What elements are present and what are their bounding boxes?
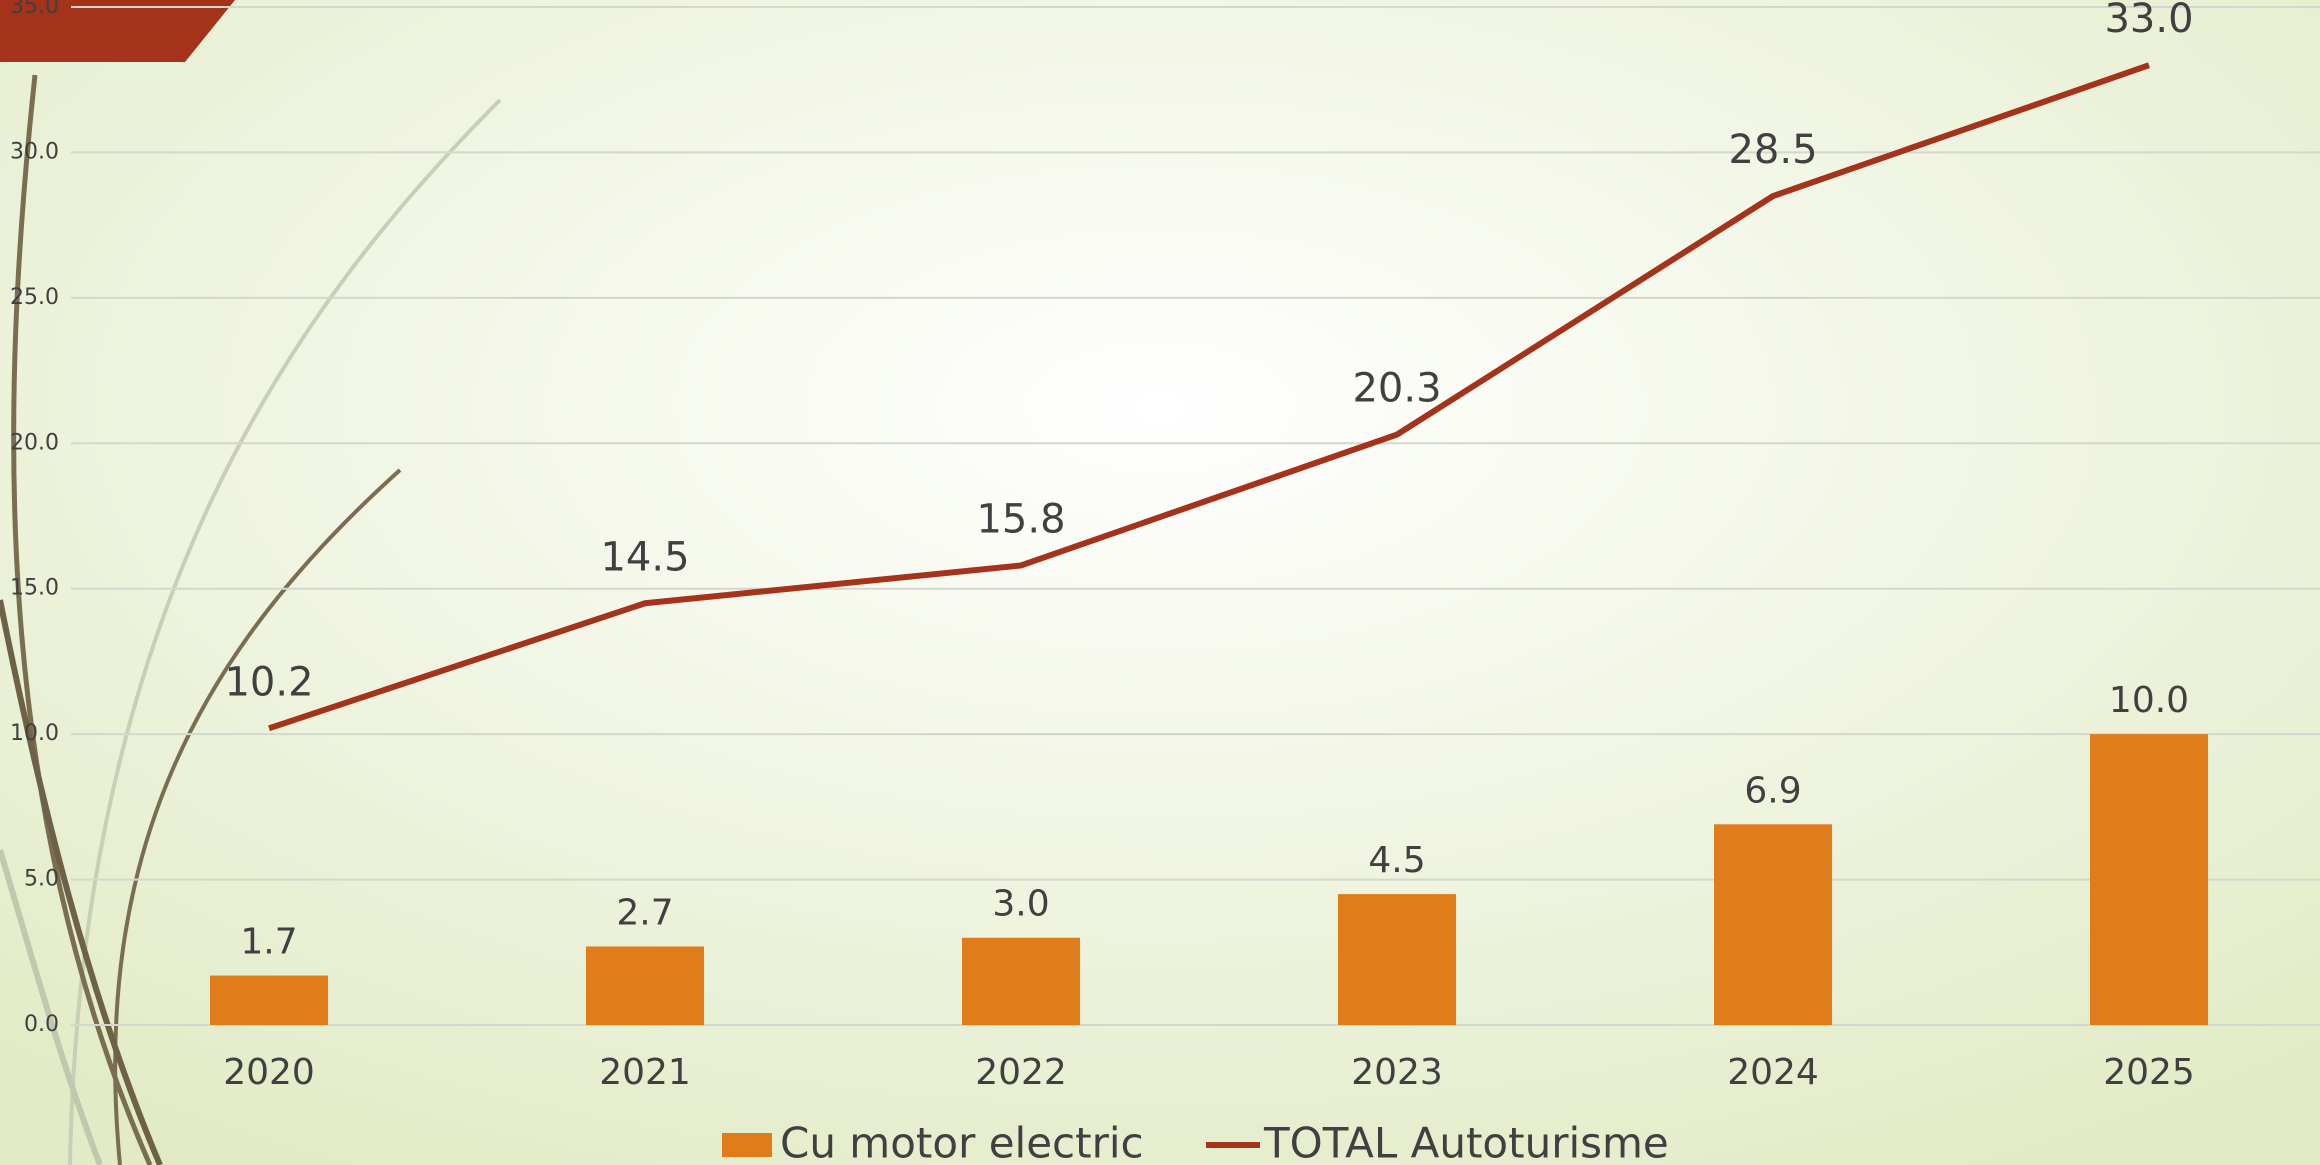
legend-swatch <box>722 1133 772 1157</box>
data-label: 6.9 <box>1744 770 1801 811</box>
title-banner <box>0 0 235 62</box>
bar <box>210 975 328 1025</box>
data-label: 2.7 <box>616 892 673 933</box>
bar <box>962 937 1080 1025</box>
legend-label: Cu motor electric <box>780 1119 1144 1165</box>
x-tick-label: 2023 <box>1351 1052 1443 1093</box>
data-label: 1.7 <box>240 922 297 963</box>
y-tick-label: 15.0 <box>10 576 59 601</box>
legend-label: TOTAL Autoturisme <box>1263 1119 1669 1165</box>
y-tick-label: 35.0 <box>10 0 59 19</box>
data-label: 4.5 <box>1368 840 1425 881</box>
y-tick-label: 30.0 <box>10 139 59 164</box>
y-tick-label: 5.0 <box>24 867 59 892</box>
y-tick-label: 25.0 <box>10 285 59 310</box>
data-label: 3.0 <box>992 884 1049 925</box>
y-tick-label: 0.0 <box>24 1012 59 1037</box>
x-tick-label: 2024 <box>1727 1052 1819 1093</box>
data-label: 20.3 <box>1352 366 1441 412</box>
bar <box>1714 824 1832 1025</box>
x-tick-label: 2022 <box>975 1052 1067 1093</box>
data-label: 14.5 <box>600 534 689 580</box>
bar <box>1338 894 1456 1025</box>
x-tick-label: 2021 <box>599 1052 691 1093</box>
bar <box>586 946 704 1025</box>
data-label: 33.0 <box>2104 0 2193 42</box>
y-tick-label: 20.0 <box>10 430 59 455</box>
data-label: 10.0 <box>2109 680 2189 721</box>
decoration <box>0 74 502 1165</box>
y-tick-label: 10.0 <box>10 721 59 746</box>
data-label: 15.8 <box>976 496 1065 542</box>
bar <box>2090 734 2208 1025</box>
x-tick-label: 2025 <box>2103 1052 2195 1093</box>
line <box>268 62 2150 732</box>
data-label: 10.2 <box>224 659 313 705</box>
x-tick-label: 2020 <box>223 1052 315 1093</box>
data-label: 28.5 <box>1728 127 1817 173</box>
